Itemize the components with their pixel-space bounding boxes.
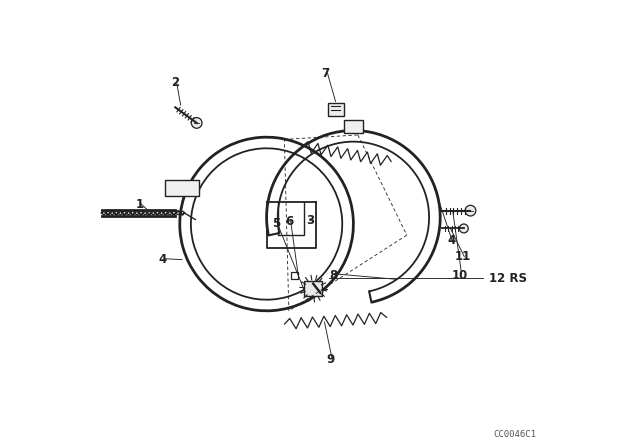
Text: 4: 4 bbox=[159, 253, 167, 266]
Text: 1: 1 bbox=[136, 198, 144, 211]
FancyBboxPatch shape bbox=[344, 120, 363, 133]
FancyBboxPatch shape bbox=[328, 103, 344, 116]
Text: CC0046C1: CC0046C1 bbox=[493, 430, 536, 439]
FancyBboxPatch shape bbox=[165, 180, 199, 196]
Text: 8: 8 bbox=[329, 269, 337, 282]
Circle shape bbox=[465, 205, 476, 216]
Text: 9: 9 bbox=[326, 353, 334, 366]
FancyBboxPatch shape bbox=[305, 281, 322, 296]
Text: 2: 2 bbox=[172, 76, 179, 89]
Text: 5: 5 bbox=[272, 217, 280, 230]
Text: 12 RS: 12 RS bbox=[489, 272, 527, 285]
Text: 10: 10 bbox=[452, 269, 468, 282]
Text: 3: 3 bbox=[306, 214, 314, 227]
Circle shape bbox=[191, 117, 202, 128]
Text: 11: 11 bbox=[454, 250, 470, 263]
Text: 6: 6 bbox=[285, 215, 294, 228]
Text: 7: 7 bbox=[322, 68, 330, 81]
Circle shape bbox=[460, 224, 468, 233]
Text: 4: 4 bbox=[447, 234, 456, 247]
